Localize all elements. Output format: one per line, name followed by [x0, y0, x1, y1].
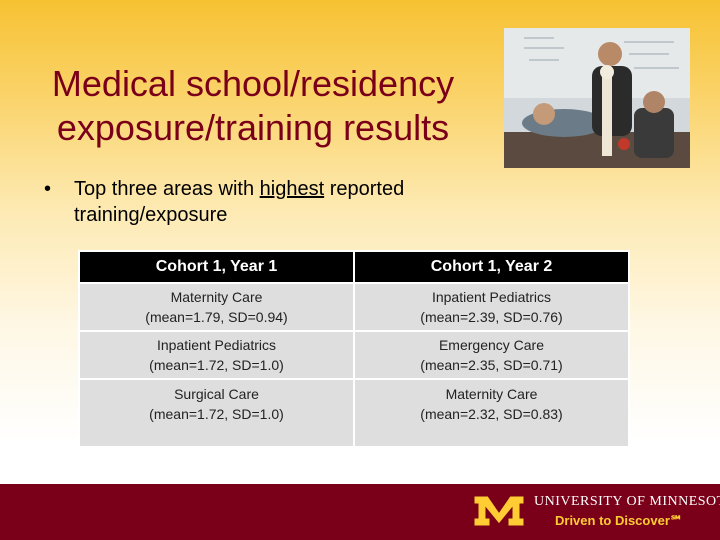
university-m-logo-icon: [472, 492, 526, 530]
slide-title: Medical school/residency exposure/traini…: [18, 62, 488, 150]
table-cell: Inpatient Pediatrics (mean=1.72, SD=1.0): [78, 330, 355, 380]
title-line-1: Medical school/residency: [51, 63, 455, 104]
table-cell: Emergency Care (mean=2.35, SD=0.71): [353, 330, 630, 380]
table-cell: Inpatient Pediatrics (mean=2.39, SD=0.76): [353, 282, 630, 332]
table-row: Inpatient Pediatrics (mean=1.72, SD=1.0) …: [78, 330, 630, 380]
title-line-2: exposure/training results: [56, 107, 450, 148]
table-cell: Maternity Care (mean=1.79, SD=0.94): [78, 282, 355, 332]
table-row: Maternity Care (mean=1.79, SD=0.94) Inpat…: [78, 282, 630, 332]
table-cell: Maternity Care (mean=2.32, SD=0.83): [353, 378, 630, 448]
footer-bar: [0, 484, 720, 540]
bullet-point: • Top three areas with highest reported …: [44, 176, 504, 228]
results-table: Cohort 1, Year 1 Cohort 1, Year 2 Matern…: [78, 250, 630, 448]
university-name: UNIVERSITY OF MINNESOTA: [534, 494, 720, 509]
bullet-emphasis: highest: [259, 178, 325, 200]
bullet-dot-icon: •: [44, 178, 52, 200]
tagline: Driven to Discover℠: [555, 513, 684, 528]
header-cohort1-year1: Cohort 1, Year 1: [78, 250, 355, 284]
header-cohort1-year2: Cohort 1, Year 2: [353, 250, 630, 284]
classroom-photo: [504, 28, 690, 168]
table-header-row: Cohort 1, Year 1 Cohort 1, Year 2: [78, 250, 630, 284]
bullet-text: Top three areas with highest reported tr…: [74, 178, 405, 226]
table-row: Surgical Care (mean=1.72, SD=1.0) Materni…: [78, 378, 630, 448]
table-cell: Surgical Care (mean=1.72, SD=1.0): [78, 378, 355, 448]
